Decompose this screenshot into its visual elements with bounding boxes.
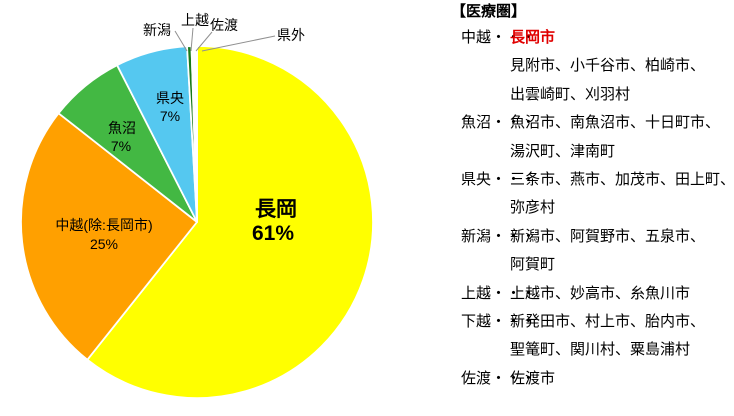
region-cities-highlight: 長岡市: [510, 29, 556, 46]
region-name: 魚沼・・・: [461, 114, 537, 132]
legend-row: 湯沢町、津南町: [451, 138, 731, 166]
callout-label-sado: 佐渡: [210, 17, 238, 33]
slice-pct-chuetsu: 25%: [90, 236, 118, 252]
slice-pct-uonuma: 7%: [111, 138, 131, 154]
legend-row: 弥彦村: [451, 194, 731, 222]
legend-rows: 中越・・・ 長岡市 見附市、小千谷市、柏崎市、 出雲崎町、刈羽村 魚沼・・・ 魚沼市…: [451, 24, 734, 393]
region-cities: 三条市、燕市、加茂市、田上町、: [510, 170, 734, 188]
slice-label-nagaoka: 長岡: [255, 198, 297, 221]
region-name: 中越・・・: [461, 29, 537, 46]
slice-label-kenou: 県央: [156, 90, 184, 106]
leader-line-joetsu: [190, 27, 194, 52]
region-name: [461, 194, 510, 222]
region-cities: 魚沼市、南魚沼市、十日町市、: [510, 114, 721, 132]
slice-label-uonuma: 魚沼: [108, 120, 136, 136]
legend-row: 見附市、小千谷市、柏崎市、: [451, 52, 731, 80]
callout-label-kengai: 県外: [277, 27, 305, 43]
legend-row: 魚沼・・・ 魚沼市、南魚沼市、十日町市、: [451, 109, 731, 137]
legend-title: 【医療圏】: [451, 3, 527, 20]
legend-row: 出雲崎町、刈羽村: [451, 81, 731, 109]
region-name: [461, 251, 510, 279]
pie-slice-7: [194, 45, 198, 223]
pie-slices: [20, 45, 374, 399]
region-cities: 上越市、妙高市、糸魚川市: [510, 284, 691, 302]
region-cities: 弥彦村: [510, 199, 556, 217]
region-name: [461, 81, 510, 109]
region-cities: 新発田市、村上市、胎内市、: [510, 312, 706, 330]
leader-line-niigata: [174, 30, 188, 52]
region-cities: 佐渡市: [510, 369, 556, 387]
legend-row: 上越・・・ 上越市、妙高市、糸魚川市: [451, 280, 731, 308]
slice-label-chuetsu: 中越(除:長岡市): [55, 217, 152, 233]
legend-row: 下越・・・ 新発田市、村上市、胎内市、: [451, 308, 731, 336]
slice-pct-nagaoka: 61%: [252, 222, 294, 245]
leader-lines: [174, 27, 276, 52]
slice-pct-kenou: 7%: [160, 108, 180, 124]
region-cities: 聖篭町、関川村、粟島浦村: [510, 341, 691, 359]
region-name: [461, 52, 510, 80]
slice-labels: 長岡 61% 中越(除:長岡市) 25% 魚沼 7% 県央 7% 新潟 上越 佐…: [55, 12, 305, 252]
legend-row: 県央・・・ 三条市、燕市、加茂市、田上町、: [451, 166, 734, 194]
pie-chart-area: 長岡 61% 中越(除:長岡市) 25% 魚沼 7% 県央 7% 新潟 上越 佐…: [20, 12, 374, 399]
region-name: 県央・・・: [461, 170, 537, 188]
region-cities: 阿賀町: [510, 256, 556, 274]
pie-slice-0: [86, 45, 374, 399]
legend-panel: 【医療圏】 中越・・・ 長岡市 見附市、小千谷市、柏崎市、 出雲崎町、刈羽村 魚沼…: [451, 2, 734, 393]
leader-line-sado: [195, 31, 213, 52]
callout-label-joetsu: 上越: [181, 12, 209, 28]
region-name: 下越・・・: [461, 312, 537, 330]
region-name: [461, 138, 510, 166]
region-name: 新潟・・・: [461, 227, 537, 245]
legend-row: 新潟・・・ 新潟市、阿賀野市、五泉市、: [451, 223, 731, 251]
pie-slice-1: [20, 112, 198, 361]
legend-row: 阿賀町: [451, 251, 731, 279]
region-cities: 出雲崎町、刈羽村: [510, 85, 631, 103]
legend-row: 中越・・・ 長岡市: [451, 24, 731, 52]
region-cities: 新潟市、阿賀野市、五泉市、: [510, 227, 706, 245]
region-name: 上越・・・: [461, 284, 537, 302]
region-cities: 見附市、小千谷市、柏崎市、: [510, 57, 706, 75]
region-name: 佐渡・・・: [461, 369, 537, 387]
callout-label-niigata: 新潟: [143, 22, 171, 38]
leader-line-kengai: [201, 35, 276, 52]
legend-row: 佐渡・・・ 佐渡市: [451, 365, 731, 393]
pie-chart-svg: 長岡 61% 中越(除:長岡市) 25% 魚沼 7% 県央 7% 新潟 上越 佐…: [20, 12, 374, 399]
legend-row: 聖篭町、関川村、粟島浦村: [451, 336, 731, 364]
region-cities: 湯沢町、津南町: [510, 142, 616, 160]
region-name: [461, 336, 510, 364]
